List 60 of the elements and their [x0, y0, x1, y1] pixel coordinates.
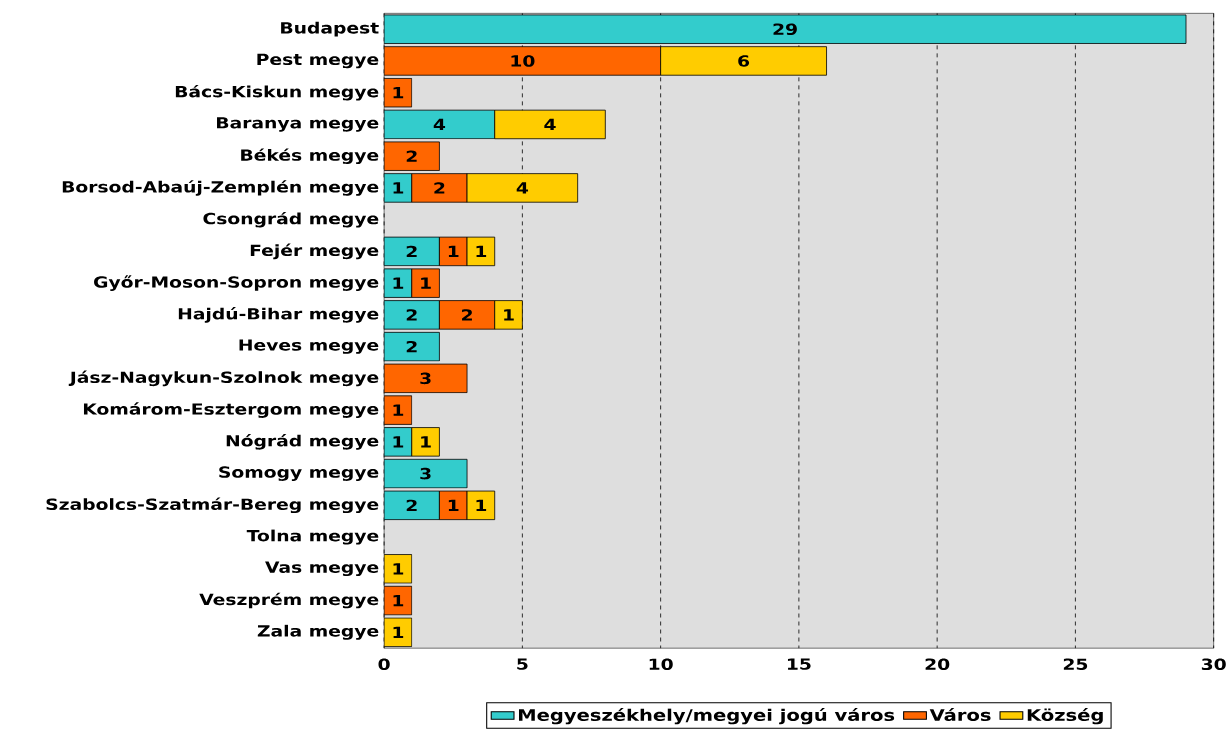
data-label: 2: [406, 150, 417, 162]
legend-label: Megyeszékhely/megyei jogú város: [519, 708, 895, 725]
data-label: 2: [462, 309, 472, 321]
data-label: 1: [393, 277, 404, 289]
x-tick-label: 20: [925, 658, 950, 671]
y-tick-label: Borsod-Abaúj-Zemplén megye: [62, 180, 379, 196]
data-label: 1: [504, 309, 514, 321]
data-label: 1: [393, 182, 404, 194]
data-label: 1: [421, 277, 431, 289]
x-tick-label: 15: [787, 658, 811, 670]
y-tick-label: Bács-Kiskun megye: [175, 84, 379, 101]
legend-label: Város: [929, 708, 991, 722]
data-label: 1: [393, 87, 404, 99]
legend-label: Község: [1027, 708, 1103, 725]
data-label: 1: [476, 499, 487, 511]
y-tick-label: Heves megye: [239, 339, 379, 354]
data-label: 4: [544, 118, 556, 131]
y-tick-label: Zala megye: [257, 624, 379, 640]
data-label: 4: [433, 118, 446, 131]
data-label: 4: [516, 182, 529, 194]
data-label: 1: [393, 626, 404, 638]
data-label: 1: [393, 436, 404, 448]
y-tick-label: Hajdú-Bihar megye: [178, 307, 379, 323]
y-tick-label: Vas megye: [265, 561, 379, 577]
data-label: 2: [434, 182, 445, 194]
data-label: 1: [421, 436, 431, 448]
x-tick-label: 10: [649, 658, 673, 671]
y-tick-label: Somogy megye: [219, 466, 379, 481]
data-label: 2: [406, 245, 417, 258]
y-tick-label: Csongrád megye: [203, 211, 379, 228]
data-label: 2: [406, 499, 417, 512]
data-label: 1: [476, 245, 487, 258]
y-tick-label: Pest megye: [257, 53, 379, 69]
x-tick-label: 30: [1201, 658, 1226, 671]
y-tick-label: Komárom-Esztergom megye: [83, 402, 379, 418]
data-label: 3: [420, 372, 431, 385]
y-tick-label: Veszprém megye: [199, 592, 379, 609]
data-label: 6: [738, 55, 750, 67]
x-tick-label: 0: [378, 658, 390, 671]
data-label: 10: [511, 55, 535, 67]
y-tick-label: Szabolcs-Szatmár-Bereg megye: [46, 497, 379, 514]
x-tick-label: 5: [517, 658, 528, 670]
data-label: 2: [406, 341, 417, 353]
y-tick-label: Budapest: [281, 21, 379, 37]
data-label: 3: [420, 467, 431, 480]
y-tick-label: Tolna megye: [246, 529, 379, 545]
y-tick-label: Győr-Moson-Sopron megye: [94, 275, 379, 291]
x-tick-label: 25: [1063, 658, 1088, 671]
data-label: 1: [393, 563, 404, 575]
y-tick-label: Békés megye: [241, 148, 379, 165]
data-label: 1: [393, 404, 404, 416]
y-tick-label: Fejér megye: [250, 243, 379, 260]
data-label: 29: [773, 23, 797, 36]
data-label: 2: [406, 309, 417, 321]
data-label: 1: [393, 595, 404, 607]
data-label: 1: [448, 499, 459, 511]
y-tick-label: Baranya megye: [217, 117, 379, 132]
data-label: 1: [448, 245, 459, 258]
y-tick-label: Nógrád megye: [226, 434, 379, 450]
y-tick-label: Jász-Nagykun-Szolnok megye: [68, 370, 379, 387]
